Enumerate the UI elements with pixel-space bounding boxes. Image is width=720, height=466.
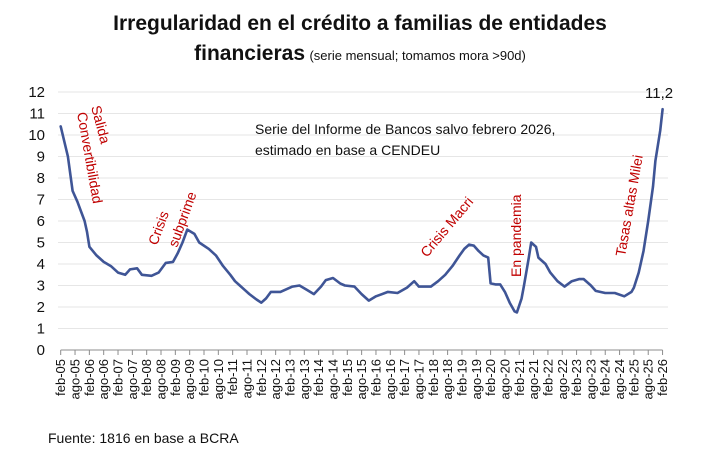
x-tick-label: feb-08	[139, 359, 154, 396]
x-tick-label: feb-25	[626, 359, 641, 396]
x-tick-label: feb-16	[368, 359, 383, 396]
x-tick-label: ago-23	[583, 359, 598, 399]
x-axis: feb-05 ago-05 feb-06 ago-06 feb-07 ago-07 feb-…	[53, 349, 670, 399]
x-tick-label: feb-15	[340, 359, 355, 396]
x-tick-label: ago-24	[612, 359, 627, 399]
x-tick-label: ago-13	[297, 359, 312, 399]
y-tick-label: 7	[37, 192, 45, 209]
y-tick-label: 9	[37, 149, 45, 166]
chart-title-note: (serie mensual; tomamos mora >90d)	[309, 48, 526, 63]
series-layer	[59, 107, 664, 314]
note-line-2: estimado en base a CENDEU	[255, 142, 440, 158]
y-tick-label: 8	[37, 170, 45, 187]
note-line-1: Serie del Informe de Bancos salvo febrer…	[255, 121, 555, 137]
y-tick-label: 1	[37, 321, 45, 338]
x-tick-label: ago-10	[211, 359, 226, 399]
x-tick-label: ago-22	[555, 359, 570, 399]
gridlines	[58, 91, 668, 329]
x-tick-label: ago-16	[383, 359, 398, 399]
x-tick-label: ago-19	[469, 359, 484, 399]
series-line	[59, 107, 664, 314]
x-tick-label: feb-23	[569, 359, 584, 396]
x-tick-label: ago-06	[96, 359, 111, 399]
x-tick-label: feb-21	[512, 359, 527, 396]
y-tick-label: 0	[37, 342, 45, 359]
x-tick-label: feb-07	[111, 359, 126, 396]
x-tick-label: feb-26	[655, 359, 670, 396]
annotation-crisis-subprime-2: subprime	[165, 189, 200, 249]
x-tick-label: ago-07	[125, 359, 140, 399]
x-tick-label: ago-15	[354, 359, 369, 399]
x-tick-label: feb-13	[282, 359, 297, 396]
y-tick-label: 4	[37, 256, 45, 273]
x-tick-label: ago-20	[497, 359, 512, 399]
x-tick-label: ago-08	[154, 359, 169, 399]
y-tick-label: 12	[28, 84, 45, 101]
y-tick-label: 6	[37, 213, 45, 230]
x-tick-label: feb-19	[454, 359, 469, 396]
x-tick-label: ago-25	[641, 359, 656, 399]
x-tick-label: feb-17	[397, 359, 412, 396]
x-tick-label: feb-12	[254, 359, 269, 396]
x-tick-label: ago-14	[325, 359, 340, 399]
end-value-label: 11,2	[645, 85, 673, 102]
y-tick-label: 10	[28, 127, 45, 144]
annotation-milei: Tasas altas Milei	[612, 154, 646, 258]
x-tick-label: ago-18	[440, 359, 455, 399]
x-tick-label: feb-22	[540, 359, 555, 396]
x-tick-label: feb-20	[483, 359, 498, 396]
y-tick-label: 3	[37, 278, 45, 295]
x-tick-label: feb-06	[82, 359, 97, 396]
y-tick-label: 5	[37, 235, 45, 252]
chart-title: Irregularidad en el crédito a familias d…	[113, 12, 607, 35]
y-tick-label: 11	[29, 106, 45, 123]
annotation-pandemia: En pandemia	[508, 194, 524, 277]
x-tick-label: feb-09	[168, 359, 183, 396]
x-tick-label: feb-11	[225, 359, 240, 395]
y-tick-label: 2	[37, 299, 45, 316]
x-tick-label: feb-18	[426, 359, 441, 396]
annotation-crisis-macri: Crisis Macri	[417, 194, 476, 260]
chart-title-line2: financieras	[194, 42, 306, 65]
source-note: Fuente: 1816 en base a BCRA	[48, 430, 239, 446]
x-tick-label: ago-11	[239, 359, 254, 399]
chart-subtitle: financieras (serie mensual; tomamos mora…	[0, 42, 720, 66]
x-tick-label: ago-05	[68, 359, 83, 399]
x-tick-label: feb-10	[197, 359, 212, 396]
x-tick-label: feb-14	[311, 359, 326, 396]
x-tick-label: ago-17	[411, 359, 426, 399]
x-tick-label: ago-09	[182, 359, 197, 399]
x-tick-label: ago-21	[526, 359, 541, 399]
x-tick-label: feb-24	[598, 359, 613, 396]
x-tick-label: feb-05	[53, 359, 68, 396]
x-tick-label: ago-12	[268, 359, 283, 399]
